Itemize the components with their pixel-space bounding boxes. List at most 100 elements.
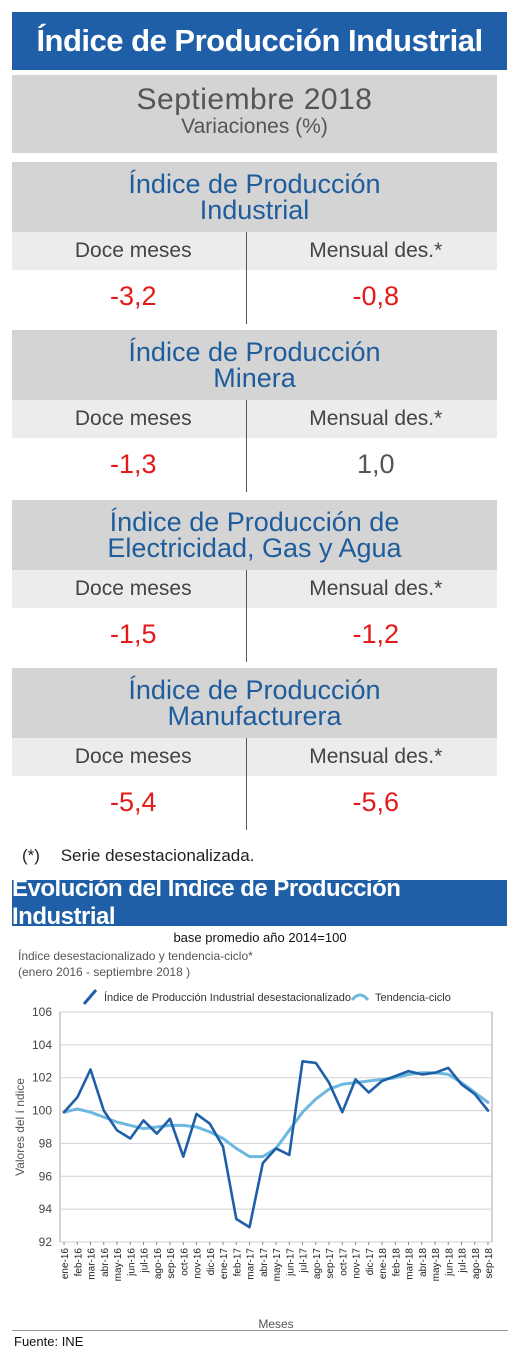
- card-values: -3,2 -0,8: [12, 232, 497, 324]
- card-title-line2: Industrial: [199, 195, 310, 225]
- col-monthly: Mensual des.*: [309, 239, 443, 262]
- x-tick-label: mar-16: [87, 1248, 98, 1280]
- x-tick-label: ene-18: [378, 1248, 389, 1280]
- card-electricity: Índice de Producción de Electricidad, Ga…: [12, 500, 497, 662]
- x-tick-label: mar-17: [246, 1248, 257, 1280]
- col-monthly: Mensual des.*: [309, 577, 443, 600]
- column-divider: [246, 232, 247, 324]
- x-tick-label: mar-18: [405, 1248, 416, 1280]
- chart-period: (enero 2016 - septiembre 2018 ): [18, 965, 191, 979]
- footnote-text: Serie desestacionalizada.: [60, 846, 255, 865]
- value-monthly: -1,2: [352, 619, 400, 649]
- series-line-index: [62, 1060, 490, 1229]
- y-tick-label: 100: [32, 1104, 52, 1118]
- x-tick-label: dic-17: [365, 1248, 376, 1276]
- y-tick-label: 94: [39, 1202, 53, 1216]
- x-tick-label: oct-17: [338, 1248, 349, 1276]
- plot-area: [59, 1011, 493, 1243]
- x-tick-label: jul-17: [299, 1248, 310, 1274]
- x-tick-label: ago-16: [153, 1248, 164, 1280]
- card-title-line1: Índice de Producción de: [109, 507, 400, 537]
- x-tick-label: jun-18: [444, 1248, 455, 1277]
- legend-label-index: Índice de Producción Industrial desestac…: [104, 991, 351, 1004]
- x-tick-label: ene-17: [219, 1248, 230, 1280]
- x-tick-label: sep-16: [166, 1248, 177, 1279]
- divider-line: [12, 1330, 508, 1331]
- col-twelve-months: Doce meses: [74, 577, 192, 600]
- card-title-line2: Minera: [213, 363, 296, 393]
- x-tick-label: abr-16: [100, 1248, 111, 1277]
- col-twelve-months: Doce meses: [74, 745, 192, 768]
- x-tick-label: feb-16: [73, 1248, 84, 1277]
- base-label: base promedio año 2014=100: [173, 930, 347, 945]
- x-tick-label: dic-16: [206, 1248, 217, 1276]
- card-manufacturing: Índice de Producción Manufacturera Doce …: [12, 668, 497, 830]
- evolution-title: Evolución del Índice de Producción Indus…: [12, 875, 507, 930]
- y-tick-label: 96: [39, 1169, 53, 1183]
- col-twelve-months: Doce meses: [74, 407, 192, 430]
- value-monthly: -0,8: [352, 281, 400, 311]
- x-tick-label: jul-16: [140, 1248, 151, 1274]
- chart-subtitle: Índice desestacionalizado y tendencia-ci…: [18, 949, 253, 963]
- card-values: -5,4 -5,6: [12, 738, 497, 830]
- col-monthly: Mensual des.*: [309, 745, 443, 768]
- x-tick-label: may-17: [272, 1248, 283, 1282]
- card-columns: Doce meses Mensual des.*: [12, 232, 497, 270]
- x-axis-label: Meses: [258, 1317, 293, 1330]
- value-twelve-months: -3,2: [109, 281, 157, 311]
- y-tick-label: 106: [32, 1005, 52, 1019]
- x-tick-label: jun-16: [126, 1248, 137, 1277]
- card-title: Índice de Producción Manufacturera: [12, 668, 497, 738]
- y-axis-label: Valores del í ndice: [13, 1078, 27, 1176]
- column-divider: [246, 570, 247, 662]
- x-tick-label: abr-18: [418, 1248, 429, 1277]
- column-divider: [246, 738, 247, 830]
- value-twelve-months: -5,4: [109, 787, 157, 817]
- x-tick-label: may-18: [431, 1248, 442, 1282]
- y-tick-label: 98: [39, 1136, 53, 1150]
- x-tick-label: jun-17: [285, 1248, 296, 1277]
- page-title: Índice de Producción Industrial: [12, 12, 507, 70]
- period-subtitle: Variaciones (%): [181, 115, 328, 138]
- card-columns: Doce meses Mensual des.*: [12, 570, 497, 608]
- card-title: Índice de Producción Minera: [12, 330, 497, 400]
- card-columns: Doce meses Mensual des.*: [12, 738, 497, 776]
- card-title-line2: Manufacturera: [167, 701, 342, 731]
- x-tick-label: jul-18: [458, 1248, 469, 1274]
- card-values: -1,3 1,0: [12, 400, 497, 492]
- card-title: Índice de Producción Industrial: [12, 162, 497, 232]
- x-tick-label: sep-17: [325, 1248, 336, 1279]
- x-tick-label: ago-17: [312, 1248, 323, 1280]
- column-divider: [246, 400, 247, 492]
- value-twelve-months: -1,3: [109, 449, 157, 479]
- x-tick-label: nov-16: [193, 1248, 204, 1279]
- card-title-line1: Índice de Producción: [128, 675, 381, 705]
- y-tick-label: 102: [32, 1071, 52, 1085]
- y-tick-label: 104: [32, 1038, 52, 1052]
- footnote: (*) Serie desestacionalizada.: [22, 846, 254, 866]
- legend-label-trend: Tendencia-ciclo: [375, 992, 451, 1004]
- legend-swatch-trend: [350, 993, 370, 1001]
- x-tick-label: ene-16: [60, 1248, 71, 1280]
- x-tick-label: sep-18: [484, 1248, 495, 1279]
- x-tick-label: abr-17: [259, 1248, 270, 1277]
- card-title-line1: Índice de Producción: [128, 169, 381, 199]
- footnote-mark: (*): [22, 846, 40, 865]
- card-title-line2: Electricidad, Gas y Agua: [107, 533, 402, 563]
- source-label: Fuente: INE: [14, 1334, 84, 1349]
- card-columns: Doce meses Mensual des.*: [12, 400, 497, 438]
- x-tick-label: nov-17: [352, 1248, 363, 1279]
- period-title: Septiembre 2018: [136, 83, 373, 116]
- card-title-line1: Índice de Producción: [128, 337, 381, 367]
- value-monthly: 1,0: [356, 449, 395, 479]
- x-tick-label: feb-18: [391, 1248, 402, 1277]
- card-title: Índice de Producción de Electricidad, Ga…: [12, 500, 497, 570]
- col-monthly: Mensual des.*: [309, 407, 443, 430]
- x-tick-label: feb-17: [232, 1248, 243, 1277]
- value-monthly: -5,6: [352, 787, 400, 817]
- x-tick-label: may-16: [113, 1248, 124, 1282]
- value-twelve-months: -1,5: [109, 619, 157, 649]
- period-box: Septiembre 2018 Variaciones (%): [12, 75, 497, 153]
- col-twelve-months: Doce meses: [74, 239, 192, 262]
